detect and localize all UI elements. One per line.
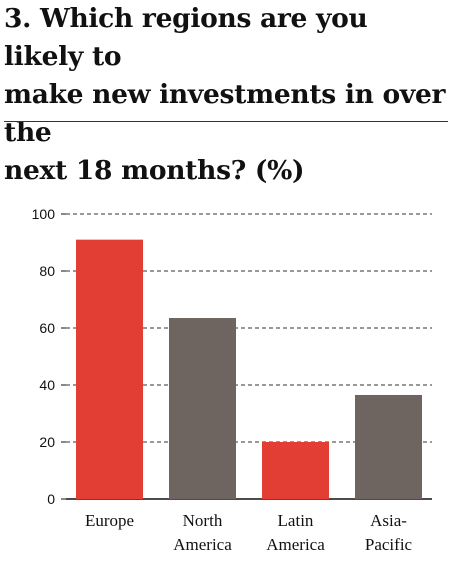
bar-3: [262, 442, 329, 499]
title-line-1: 3. Which regions are you likely to: [4, 3, 368, 72]
x-category-label: Europe: [85, 511, 134, 530]
y-tick-label: 100: [32, 206, 56, 222]
y-tick-label: 60: [39, 320, 55, 336]
y-tick-label: 80: [39, 263, 55, 279]
x-category-label: Asia-: [370, 511, 407, 530]
x-category-label: America: [266, 535, 325, 554]
x-category-label: Pacific: [365, 535, 413, 554]
bar-4: [355, 394, 422, 499]
x-category-label: America: [173, 535, 232, 554]
title-line-2: make new investments in over the: [4, 79, 446, 148]
bar-2: [169, 318, 236, 499]
chart-title: 3. Which regions are you likely to make …: [4, 0, 448, 190]
y-tick-label: 0: [47, 491, 55, 507]
title-divider: [4, 121, 448, 122]
x-category-label: Latin: [278, 511, 314, 530]
y-tick-label: 40: [39, 377, 55, 393]
title-line-3: next 18 months? (%): [4, 155, 305, 186]
x-category-label: North: [183, 511, 223, 530]
y-tick-label: 20: [39, 434, 55, 450]
bar-1: [76, 239, 143, 499]
